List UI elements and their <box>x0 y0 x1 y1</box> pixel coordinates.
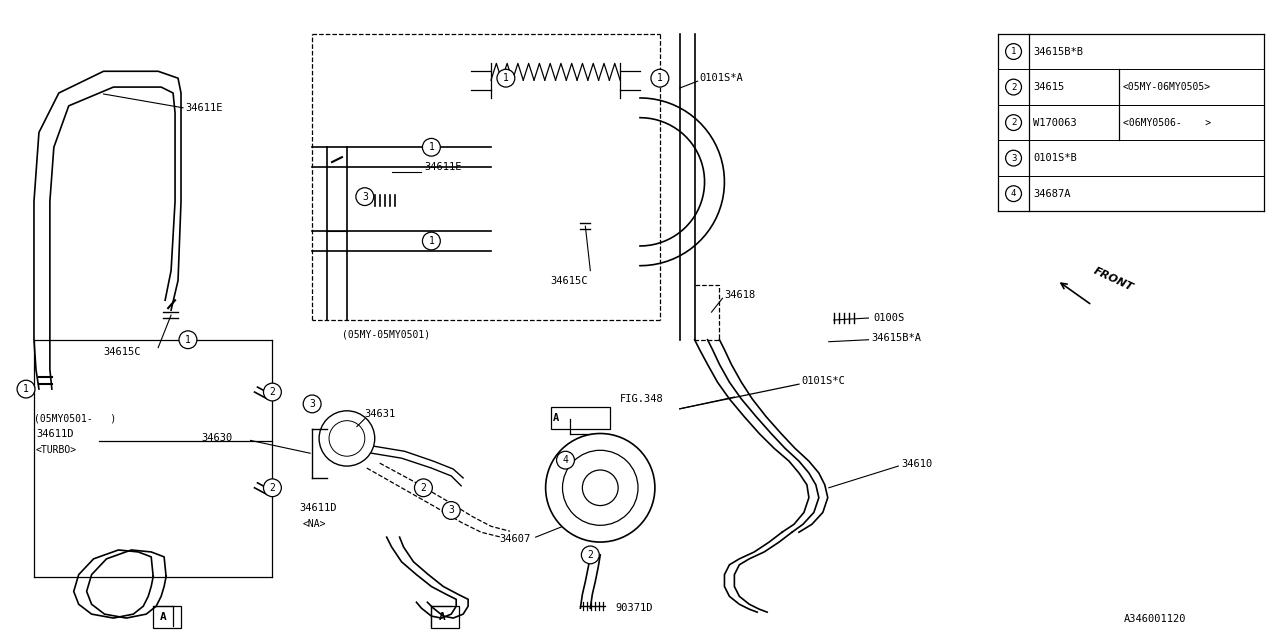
Text: 34611D: 34611D <box>300 502 337 513</box>
Text: A: A <box>438 612 445 622</box>
Circle shape <box>264 479 282 497</box>
Text: 3: 3 <box>362 191 367 202</box>
Text: A: A <box>553 413 559 422</box>
Text: 2: 2 <box>421 483 426 493</box>
Circle shape <box>1006 79 1021 95</box>
Circle shape <box>1006 186 1021 202</box>
Text: (05MY0501-   ): (05MY0501- ) <box>35 413 116 424</box>
Circle shape <box>1006 150 1021 166</box>
Text: 3: 3 <box>448 506 454 515</box>
Text: 34607: 34607 <box>499 534 530 544</box>
Text: 1: 1 <box>429 236 434 246</box>
Text: 2: 2 <box>1011 83 1016 92</box>
Text: 34611E: 34611E <box>425 162 462 172</box>
Text: 34631: 34631 <box>365 409 396 419</box>
Circle shape <box>1006 44 1021 60</box>
Circle shape <box>443 502 461 520</box>
Text: 0101S*C: 0101S*C <box>801 376 845 386</box>
Text: <NA>: <NA> <box>302 519 325 529</box>
Text: 34615B*A: 34615B*A <box>872 333 922 343</box>
Text: 3: 3 <box>310 399 315 409</box>
Text: 34615C: 34615C <box>550 276 588 285</box>
Text: 0101S*A: 0101S*A <box>700 73 744 83</box>
Text: 4: 4 <box>562 455 568 465</box>
Text: 1: 1 <box>23 384 29 394</box>
Text: 1: 1 <box>657 73 663 83</box>
Text: 2: 2 <box>270 387 275 397</box>
Text: 1: 1 <box>429 142 434 152</box>
Text: A346001120: A346001120 <box>1124 614 1187 624</box>
Text: 34610: 34610 <box>901 459 933 469</box>
Text: 0100S: 0100S <box>873 313 905 323</box>
Circle shape <box>303 395 321 413</box>
Text: FRONT: FRONT <box>1092 266 1135 292</box>
Circle shape <box>557 451 575 469</box>
Text: 34630: 34630 <box>201 433 232 444</box>
Text: 34615: 34615 <box>1033 82 1065 92</box>
Circle shape <box>497 69 515 87</box>
Text: W170063: W170063 <box>1033 118 1078 127</box>
Text: 4: 4 <box>1011 189 1016 198</box>
Text: 2: 2 <box>270 483 275 493</box>
Circle shape <box>652 69 669 87</box>
Text: <06MY0506-    >: <06MY0506- > <box>1123 118 1211 127</box>
Text: 2: 2 <box>1011 118 1016 127</box>
Text: 34615B*B: 34615B*B <box>1033 47 1083 56</box>
Text: 2: 2 <box>588 550 593 560</box>
Text: 0101S*B: 0101S*B <box>1033 153 1078 163</box>
Circle shape <box>422 232 440 250</box>
Text: 34618: 34618 <box>724 291 755 300</box>
Text: 34687A: 34687A <box>1033 189 1071 198</box>
Circle shape <box>1006 115 1021 131</box>
Text: 34615C: 34615C <box>104 347 141 356</box>
Circle shape <box>422 138 440 156</box>
Circle shape <box>264 383 282 401</box>
Circle shape <box>17 380 35 398</box>
Text: 34611E: 34611E <box>186 103 223 113</box>
Text: FIG.348: FIG.348 <box>620 394 664 404</box>
Text: 1: 1 <box>1011 47 1016 56</box>
Text: 3: 3 <box>1011 154 1016 163</box>
Text: A: A <box>160 612 166 622</box>
Circle shape <box>415 479 433 497</box>
Circle shape <box>179 331 197 349</box>
Circle shape <box>356 188 374 205</box>
Circle shape <box>545 433 655 542</box>
Text: <TURBO>: <TURBO> <box>36 445 77 455</box>
Text: 1: 1 <box>503 73 509 83</box>
Text: <05MY-06MY0505>: <05MY-06MY0505> <box>1123 82 1211 92</box>
Text: (05MY-05MY0501): (05MY-05MY0501) <box>342 330 430 340</box>
Text: 90371D: 90371D <box>616 603 653 613</box>
Text: 34611D: 34611D <box>36 429 73 438</box>
Text: 1: 1 <box>186 335 191 345</box>
Circle shape <box>581 546 599 564</box>
